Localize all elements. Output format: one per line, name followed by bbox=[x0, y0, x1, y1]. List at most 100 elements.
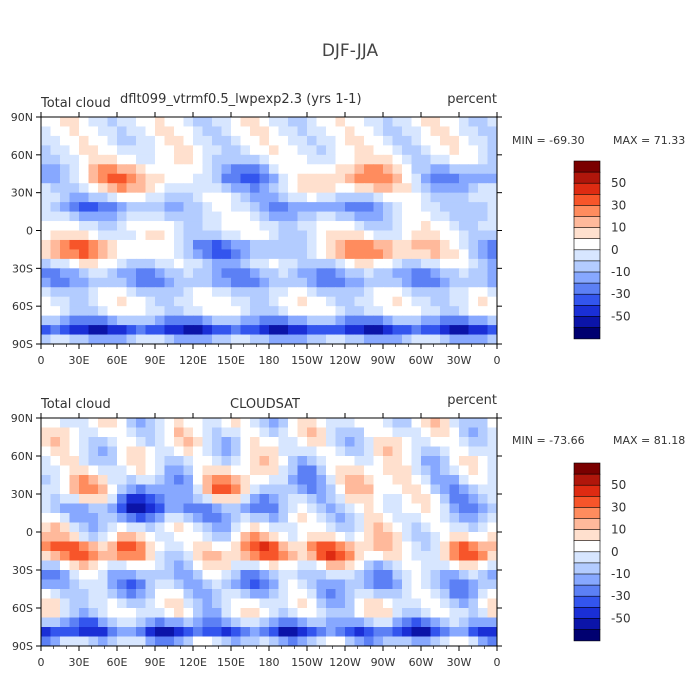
heatmap-cell bbox=[221, 135, 232, 146]
heatmap-cell bbox=[430, 437, 441, 447]
heatmap-cell bbox=[278, 287, 289, 298]
heatmap-cell bbox=[107, 173, 118, 184]
heatmap-cell bbox=[174, 221, 184, 231]
heatmap-cell bbox=[183, 541, 194, 552]
heatmap-cell bbox=[79, 154, 89, 165]
heatmap-cell bbox=[69, 475, 80, 485]
heatmap-cell bbox=[345, 636, 355, 647]
heatmap-cell bbox=[278, 202, 289, 213]
heatmap-cell bbox=[98, 173, 108, 184]
heatmap-cell bbox=[478, 427, 488, 438]
heatmap-cell bbox=[155, 315, 165, 326]
heatmap-cell bbox=[88, 306, 99, 317]
heatmap-cell bbox=[231, 627, 241, 637]
heatmap-cell bbox=[50, 494, 61, 504]
heatmap-cell bbox=[402, 117, 412, 127]
heatmap-cell bbox=[88, 532, 99, 542]
heatmap-cell bbox=[364, 287, 374, 298]
heatmap-cell bbox=[145, 541, 156, 552]
heatmap-cell bbox=[221, 513, 232, 523]
heatmap-cell bbox=[69, 268, 80, 279]
heatmap-cell bbox=[307, 315, 317, 326]
heatmap-cell bbox=[449, 513, 460, 523]
heatmap-cell bbox=[69, 154, 80, 165]
heatmap-cell bbox=[98, 126, 108, 137]
heatmap-cell bbox=[250, 211, 260, 222]
heatmap-cell bbox=[136, 277, 146, 288]
colorbar-swatch bbox=[573, 484, 601, 497]
heatmap-cell bbox=[468, 494, 479, 504]
heatmap-cell bbox=[88, 315, 99, 326]
heatmap-cell bbox=[174, 287, 184, 298]
heatmap-cell bbox=[345, 617, 355, 628]
heatmap-cell bbox=[278, 437, 289, 447]
heatmap-cell bbox=[41, 230, 51, 241]
heatmap-cell bbox=[79, 551, 89, 561]
heatmap-cell bbox=[41, 287, 51, 298]
heatmap-cell bbox=[69, 258, 80, 269]
y-tick-label: 0 bbox=[26, 526, 33, 539]
heatmap-cell bbox=[107, 277, 118, 288]
heatmap-cell bbox=[430, 164, 441, 175]
heatmap-cell bbox=[468, 532, 479, 542]
heatmap-cell bbox=[117, 484, 127, 495]
heatmap-cell bbox=[202, 325, 213, 336]
heatmap-cell bbox=[316, 315, 327, 326]
heatmap-cell bbox=[487, 589, 498, 599]
y-tick-label: 90N bbox=[11, 111, 33, 124]
colorbar-label: -50 bbox=[611, 611, 631, 625]
max-label: MAX = 71.33 bbox=[613, 134, 685, 147]
heatmap-cell bbox=[88, 551, 99, 561]
heatmap-cell bbox=[41, 456, 51, 466]
heatmap-cell bbox=[259, 145, 270, 156]
heatmap-cell bbox=[278, 475, 289, 485]
heatmap-cell bbox=[50, 126, 61, 137]
heatmap-cell bbox=[212, 287, 222, 298]
heatmap-cell bbox=[326, 437, 336, 447]
heatmap-cell bbox=[373, 503, 384, 514]
heatmap-cell bbox=[193, 446, 203, 457]
heatmap-cell bbox=[269, 598, 279, 609]
heatmap-cell bbox=[411, 192, 422, 203]
heatmap-cell bbox=[126, 135, 137, 146]
heatmap-cell bbox=[335, 627, 346, 637]
heatmap-cell bbox=[269, 541, 279, 552]
heatmap-cell bbox=[50, 532, 61, 542]
heatmap-cell bbox=[136, 211, 146, 222]
heatmap-cell bbox=[335, 211, 346, 222]
heatmap-cell bbox=[79, 202, 89, 213]
heatmap-cell bbox=[60, 249, 70, 260]
heatmap-cell bbox=[145, 135, 156, 146]
heatmap-cell bbox=[193, 202, 203, 213]
heatmap-cell bbox=[183, 230, 194, 241]
heatmap-cell bbox=[183, 268, 194, 279]
heatmap-cell bbox=[41, 258, 51, 269]
heatmap-cell bbox=[41, 239, 51, 250]
heatmap-cell bbox=[383, 315, 393, 326]
heatmap-cell bbox=[221, 211, 232, 222]
heatmap-cell bbox=[335, 117, 346, 127]
heatmap-cell bbox=[373, 617, 384, 628]
heatmap-cell bbox=[183, 513, 194, 523]
heatmap-cell bbox=[117, 117, 127, 127]
heatmap-cell bbox=[136, 465, 146, 476]
heatmap-cell bbox=[117, 258, 127, 269]
heatmap-cell bbox=[345, 306, 355, 317]
heatmap-cell bbox=[231, 475, 241, 485]
heatmap-cell bbox=[231, 230, 241, 241]
heatmap-cell bbox=[259, 503, 270, 514]
heatmap-cell bbox=[126, 541, 137, 552]
heatmap-cell bbox=[440, 334, 450, 345]
heatmap-cell bbox=[164, 560, 175, 571]
heatmap-cell bbox=[164, 513, 175, 523]
heatmap-cell bbox=[383, 287, 393, 298]
heatmap-cell bbox=[126, 192, 137, 203]
heatmap-cell bbox=[354, 325, 365, 336]
heatmap-cell bbox=[421, 154, 431, 165]
heatmap-cell bbox=[288, 117, 298, 127]
heatmap-cell bbox=[212, 221, 222, 231]
heatmap-cell bbox=[468, 211, 479, 222]
heatmap-cell bbox=[174, 617, 184, 628]
heatmap-cell bbox=[69, 164, 80, 175]
heatmap-cell bbox=[411, 306, 422, 317]
